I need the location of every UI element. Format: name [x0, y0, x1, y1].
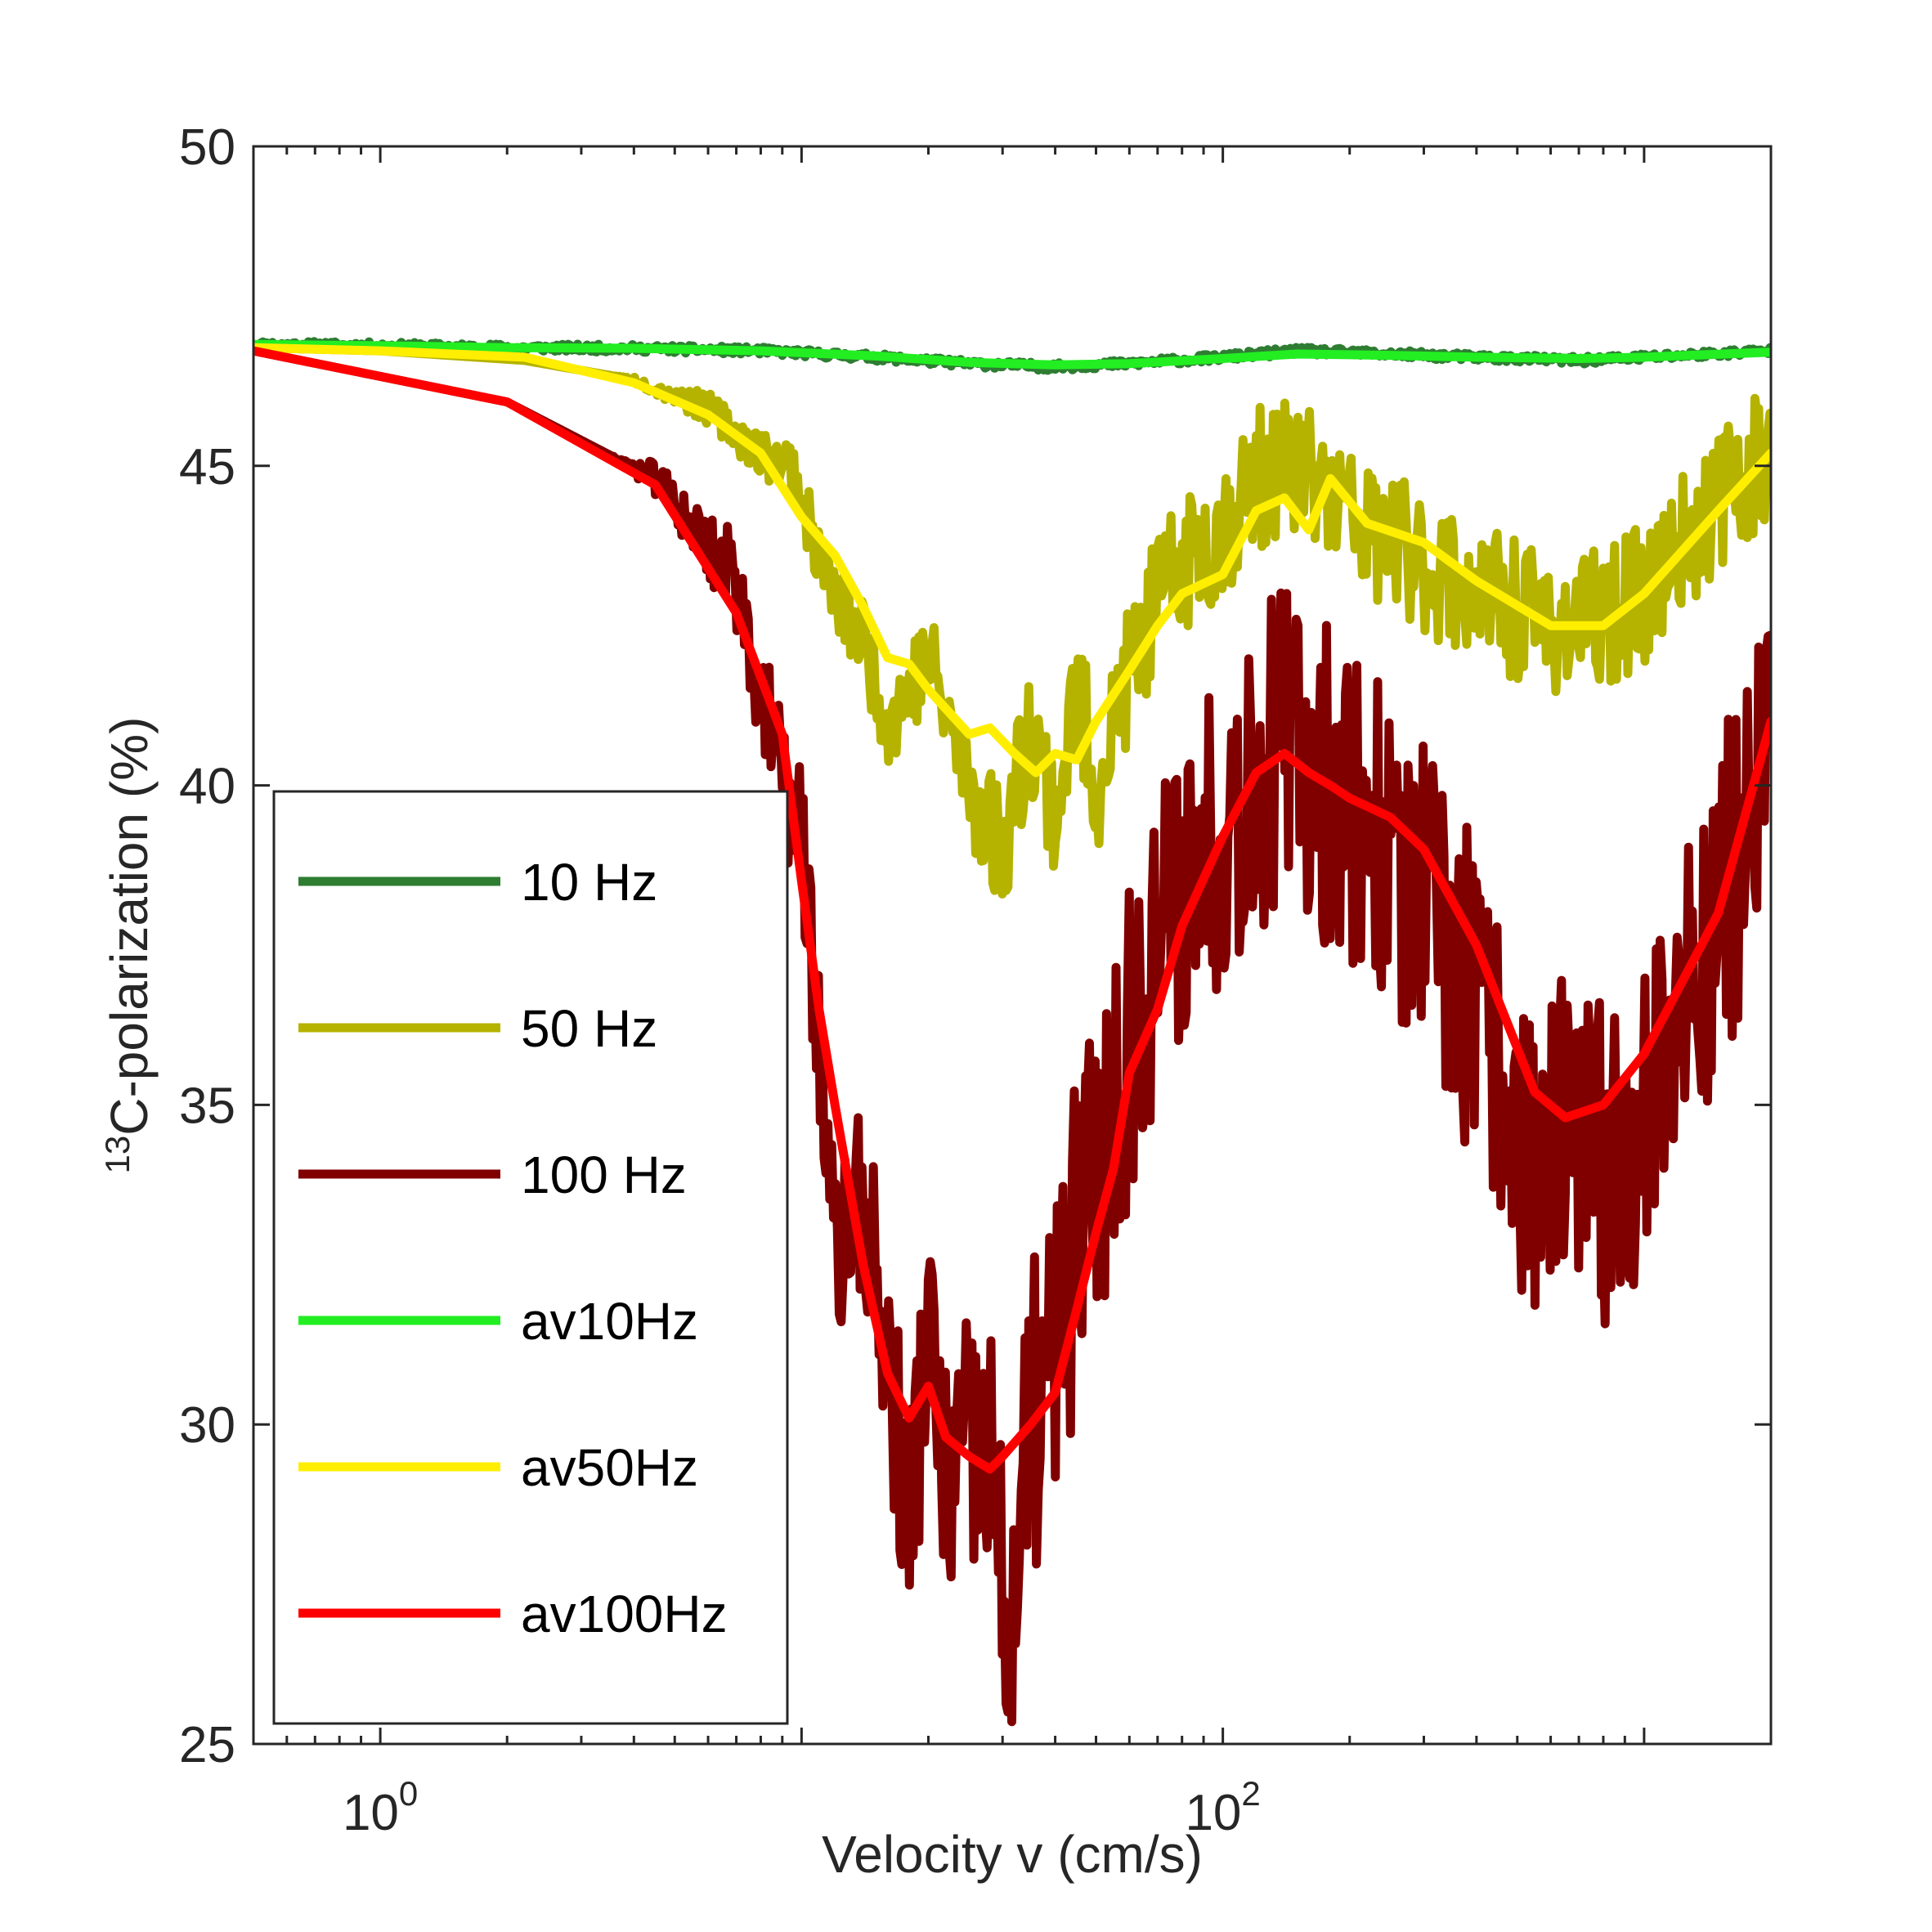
- y-tick-label: 25: [179, 1717, 235, 1773]
- series-line-av50hz: [253, 343, 1771, 778]
- x-tick-label: 100: [343, 1774, 418, 1841]
- axes-frame: [252, 145, 1773, 1746]
- x-tick-label: 102: [1185, 1774, 1260, 1841]
- y-tick-label: 40: [179, 759, 235, 815]
- series-layer: [253, 337, 1771, 1727]
- legend-label-100-hz: 100 Hz: [521, 1145, 687, 1204]
- legend-label-50-hz: 50 Hz: [521, 999, 657, 1058]
- y-axis-title: 13C-polarization (%): [98, 717, 159, 1174]
- y-tick-label: 30: [179, 1397, 235, 1454]
- x-axis-title: Velocity v (cm/s): [822, 1825, 1203, 1884]
- y-tick-label: 35: [179, 1078, 235, 1134]
- y-axis-title-superscript: 13: [98, 1136, 137, 1174]
- y-tick-label: 45: [179, 439, 235, 495]
- series-line-av10hz: [253, 339, 1771, 370]
- y-tick-label: 50: [179, 119, 235, 176]
- legend-box: [272, 790, 789, 1725]
- legend-label-av10hz: av10Hz: [521, 1292, 698, 1351]
- legend-label-av100hz: av100Hz: [521, 1585, 728, 1643]
- legend-label-10-hz: 10 Hz: [521, 853, 657, 912]
- series-line-av100hz: [253, 346, 1771, 1474]
- y-axis-title-main: C-polarization (%): [100, 717, 159, 1136]
- legend: 10 Hz 50 Hz 100 Hz av10Hz av50Hz av100Hz: [272, 790, 789, 1725]
- legend-label-av50hz: av50Hz: [521, 1438, 698, 1497]
